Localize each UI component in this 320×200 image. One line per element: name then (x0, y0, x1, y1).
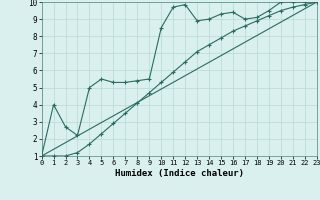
X-axis label: Humidex (Indice chaleur): Humidex (Indice chaleur) (115, 169, 244, 178)
